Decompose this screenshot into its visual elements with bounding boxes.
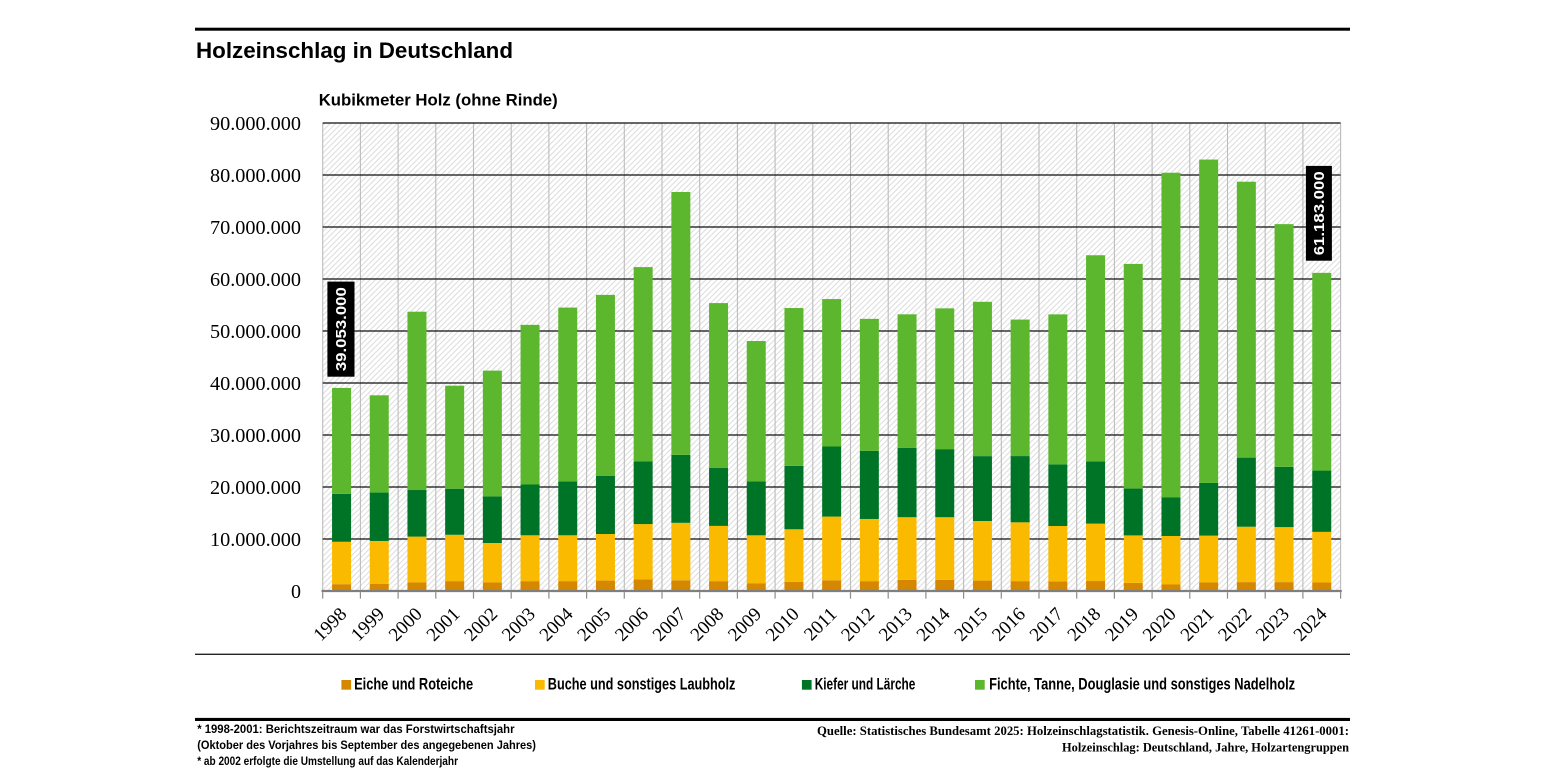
svg-text:70.000.000: 70.000.000 — [210, 217, 301, 239]
svg-text:Buche und sonstiges Laubholz: Buche und sonstiges Laubholz — [548, 675, 736, 694]
svg-text:Fichte, Tanne, Douglasie und s: Fichte, Tanne, Douglasie und sonstiges N… — [989, 675, 1295, 694]
svg-text:40.000.000: 40.000.000 — [210, 373, 301, 395]
svg-text:0: 0 — [291, 581, 301, 603]
svg-text:* 1998-2001: Berichtszeitraum: * 1998-2001: Berichtszeitraum war das Fo… — [197, 722, 515, 736]
svg-text:60.000.000: 60.000.000 — [210, 269, 301, 291]
svg-text:Kubikmeter Holz (ohne Rinde): Kubikmeter Holz (ohne Rinde) — [319, 91, 558, 110]
svg-text:61.183.000: 61.183.000 — [1311, 171, 1328, 255]
svg-text:80.000.000: 80.000.000 — [210, 165, 301, 187]
svg-text:Eiche und Roteiche: Eiche und Roteiche — [354, 675, 473, 694]
svg-text:Kiefer und Lärche: Kiefer und Lärche — [815, 675, 916, 694]
svg-text:30.000.000: 30.000.000 — [210, 425, 301, 447]
svg-text:Holzeinschlag in Deutschland: Holzeinschlag in Deutschland — [196, 38, 513, 63]
svg-text:39.053.000: 39.053.000 — [333, 287, 350, 371]
svg-text:90.000.000: 90.000.000 — [210, 113, 301, 135]
svg-text:* ab 2002 erfolgte die Umstell: * ab 2002 erfolgte die Umstellung auf da… — [197, 754, 458, 768]
svg-text:Holzeinschlag: Deutschland, Ja: Holzeinschlag: Deutschland, Jahre, Holza… — [1062, 740, 1349, 754]
svg-text:10.000.000: 10.000.000 — [210, 529, 301, 551]
svg-text:(Oktober des Vorjahres bis Sep: (Oktober des Vorjahres bis September des… — [197, 738, 536, 752]
svg-text:50.000.000: 50.000.000 — [210, 321, 301, 343]
svg-text:20.000.000: 20.000.000 — [210, 477, 301, 499]
svg-text:Quelle: Statistisches Bundesam: Quelle: Statistisches Bundesamt 2025: Ho… — [817, 724, 1349, 738]
